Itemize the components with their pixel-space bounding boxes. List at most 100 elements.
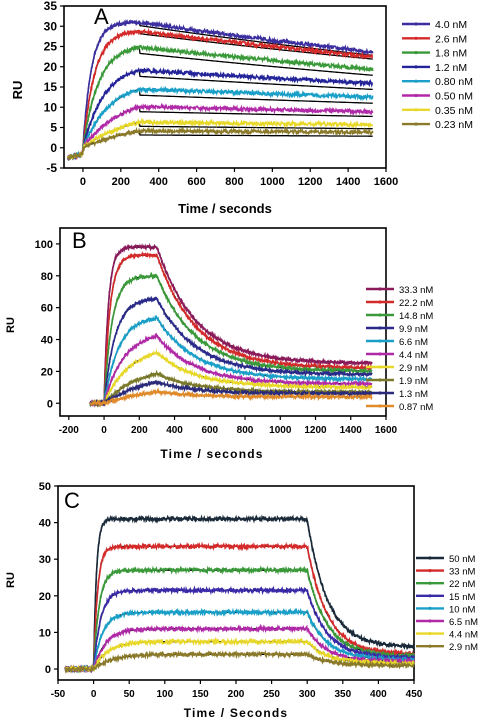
series-line — [64, 585, 415, 674]
y-tick-label: 0 — [47, 398, 53, 410]
legend-label: 2.6 nM — [435, 33, 467, 45]
x-tick-label: 450 — [406, 689, 423, 700]
series-line — [89, 332, 373, 407]
x-tick-label: 200 — [131, 425, 148, 436]
series-line — [89, 314, 373, 408]
y-tick-label: 30 — [44, 19, 58, 33]
legend-label: 0.80 nM — [435, 76, 473, 88]
series-line — [67, 126, 374, 161]
legend-marker — [414, 65, 418, 69]
x-tick-label: 1200 — [298, 176, 322, 188]
legend-label: 50 nM — [449, 554, 475, 565]
x-tick-label: 800 — [225, 176, 243, 188]
y-tick-label: 30 — [39, 554, 51, 566]
legend-label: 1.8 nM — [435, 48, 467, 60]
legend-label: 4.4 nM — [449, 630, 478, 641]
x-tick-label: -50 — [51, 689, 66, 700]
x-tick-label: 0 — [91, 689, 97, 700]
panel-c-x-axis-label: Time / Seconds — [184, 706, 289, 720]
x-tick-label: 800 — [237, 425, 254, 436]
panel-a-x-ticks: 0 200 400 600 800 1000 1200 1400 1600 — [80, 168, 398, 188]
legend-marker — [378, 391, 382, 395]
x-tick-label: 350 — [334, 689, 351, 700]
legend-marker — [414, 51, 418, 55]
y-tick-label: 80 — [41, 271, 53, 283]
panel-b: B -200 0 200 400 600 800 1000 1200 1400 1600 0 20 4… — [5, 227, 433, 461]
legend-label: 14.8 nM — [399, 311, 433, 322]
x-tick-label: 1200 — [304, 425, 327, 436]
panel-c: C -50 0 50 100 150 200 250 300 350 400 450 0 10 20 30… — [5, 481, 478, 720]
panel-c-x-ticks: -50 0 50 100 150 200 250 300 350 400 450 — [51, 680, 423, 700]
legend-label: 9.9 nM — [399, 324, 428, 335]
panel-c-fit-lines — [92, 518, 415, 670]
x-tick-label: -200 — [59, 425, 79, 436]
legend-label: 0.35 nM — [435, 105, 473, 117]
legend-marker — [414, 93, 418, 98]
legend-marker — [378, 365, 382, 369]
legend-marker — [428, 606, 432, 611]
legend-marker — [378, 339, 382, 343]
x-tick-label: 0 — [101, 425, 107, 436]
panel-a-x-axis-label: Time / seconds — [178, 201, 272, 216]
series-line — [67, 85, 374, 162]
y-tick-label: 50 — [39, 481, 51, 493]
series-line — [64, 649, 415, 674]
legend-label: 4.0 nM — [435, 19, 467, 31]
legend-marker — [428, 632, 432, 636]
legend-marker — [414, 22, 418, 26]
y-tick-label: 60 — [41, 303, 53, 315]
legend-label: 15 nM — [449, 592, 475, 603]
y-tick-label: 10 — [39, 627, 51, 639]
x-tick-label: 600 — [187, 176, 205, 188]
x-tick-label: 50 — [124, 689, 136, 700]
y-tick-label: 40 — [41, 335, 53, 347]
legend-marker — [378, 300, 382, 304]
y-tick-label: 35 — [44, 0, 58, 13]
legend-marker — [378, 378, 382, 382]
legend-label: 33 nM — [449, 567, 475, 578]
y-tick-label: -5 — [46, 161, 57, 175]
panel-a-y-axis-label: RU — [10, 81, 25, 100]
series-line — [67, 18, 374, 160]
panel-c-label: C — [64, 488, 80, 513]
y-tick-label: 10 — [44, 100, 58, 114]
panel-a-legend: 4.0 nM 2.6 nM 1.8 nM 1.2 nM 0.80 nM 0.50 nM 0.… — [402, 19, 473, 131]
legend-label: 4.4 nM — [399, 350, 428, 361]
legend-marker — [428, 556, 432, 560]
y-tick-label: 20 — [41, 366, 53, 378]
series-line — [64, 636, 415, 674]
legend-marker — [378, 352, 382, 356]
series-line — [89, 251, 373, 408]
x-tick-label: 100 — [156, 689, 173, 700]
panel-b-data-lines — [89, 242, 373, 408]
y-tick-label: 40 — [39, 518, 51, 530]
legend-label: 22 nM — [449, 579, 475, 590]
y-tick-label: 0 — [50, 141, 57, 155]
legend-marker — [428, 581, 432, 585]
series-line — [89, 242, 373, 408]
series-line — [64, 607, 415, 674]
legend-marker — [414, 108, 418, 112]
panel-b-y-axis-label: RU — [5, 317, 17, 333]
legend-marker — [378, 326, 382, 330]
legend-label: 22.2 nM — [399, 298, 433, 309]
panel-a-data-lines — [67, 18, 374, 162]
panel-b-x-ticks: -200 0 200 400 600 800 1000 1200 1400 1600 — [59, 416, 398, 436]
legend-label: 2.9 nM — [399, 363, 428, 374]
series-line — [64, 565, 415, 674]
series-line — [67, 27, 374, 162]
series-line — [89, 348, 373, 408]
legend-label: 0.50 nM — [435, 91, 473, 103]
x-tick-label: 400 — [150, 176, 168, 188]
x-tick-label: 1000 — [260, 176, 284, 188]
x-tick-label: 1000 — [269, 425, 292, 436]
legend-marker — [428, 594, 432, 598]
legend-marker — [378, 313, 382, 317]
x-tick-label: 0 — [80, 176, 86, 188]
legend-marker — [378, 404, 382, 408]
x-tick-label: 1400 — [336, 176, 360, 188]
y-tick-label: 5 — [50, 121, 57, 135]
legend-label: 1.9 nM — [399, 376, 428, 387]
